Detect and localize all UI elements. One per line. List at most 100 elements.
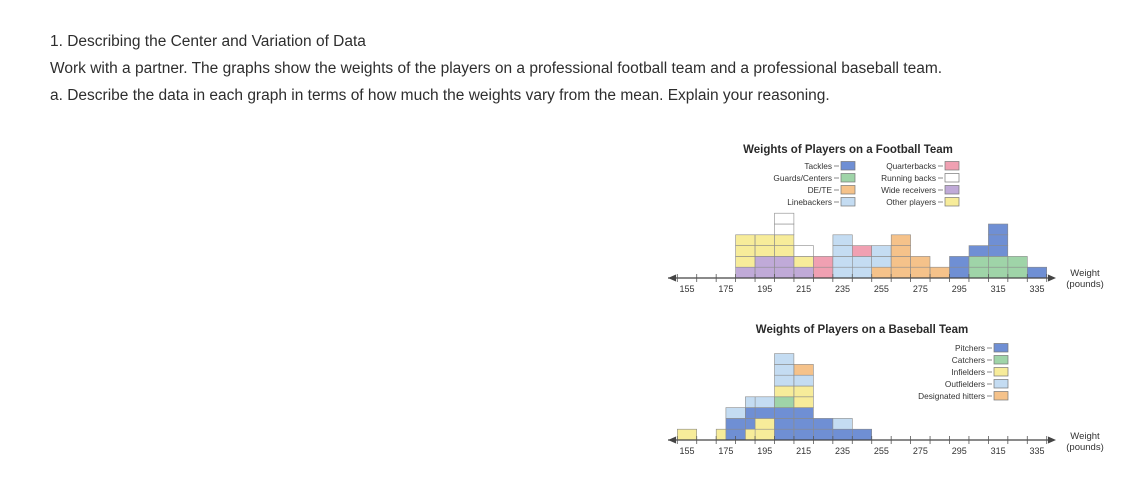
football-mark-215-3-running-backs: [793, 245, 814, 257]
baseball-mark-235-2-outfielders: [832, 418, 853, 430]
football-tick-label-235: 235: [835, 284, 850, 294]
football-mark-205-4-other-players: [774, 234, 795, 246]
baseball-legend: Pitchers Catchers Infielders Outfielders Des…: [918, 343, 1009, 401]
baseball-mark-215-1-pitchers: [793, 428, 814, 441]
baseball-mark-215-5-infielders: [793, 385, 814, 398]
baseball-legend-swatch-designated-hitters: [993, 391, 1009, 401]
baseball-mark-195-2-infielders: [754, 418, 775, 430]
football-mark-195-3-other-players: [754, 245, 775, 257]
baseball-mark-205-2-pitchers: [774, 418, 795, 430]
football-mark-285-1-de-te: [929, 266, 950, 279]
baseball-tick-label-315: 315: [991, 446, 1006, 456]
baseball-tick-label-275: 275: [913, 446, 928, 456]
baseball-tick-label-155: 155: [679, 446, 694, 456]
baseball-mark-215-2-pitchers: [793, 418, 814, 430]
football-legend-label-running-backs: Running backs: [881, 173, 936, 183]
football-tick-label-315: 315: [991, 284, 1006, 294]
football-axis-right-arrow: [1048, 274, 1056, 282]
football-legend-swatch-guards-centers: [840, 173, 856, 183]
football-legend-swatch-tackles: [840, 161, 856, 171]
baseball-mark-205-3-pitchers: [774, 407, 795, 419]
football-legend-label-de-te: DE/TE: [808, 185, 833, 195]
football-mark-205-3-other-players: [774, 245, 795, 257]
baseball-mark-195-3-pitchers: [754, 407, 775, 419]
football-axis-label-line2: (pounds): [1066, 279, 1104, 290]
football-mark-205-2-wide-receivers: [774, 256, 795, 268]
baseball-tick-label-195: 195: [757, 446, 772, 456]
baseball-tick-label-335: 335: [1029, 446, 1044, 456]
football-legend-swatch-de-te: [840, 185, 856, 195]
baseball-mark-195-1-infielders: [754, 428, 775, 441]
football-mark-315-4-tackles: [988, 234, 1009, 246]
football-legend-swatch-quarterbacks: [944, 161, 960, 171]
football-mark-245-3-quarterbacks: [851, 245, 872, 257]
football-mark-305-1-guards-centers: [968, 266, 989, 279]
football-mark-255-3-linebackers: [871, 245, 892, 257]
football-mark-305-2-guards-centers: [968, 256, 989, 268]
football-mark-205-5-running-backs: [774, 223, 795, 236]
football-legend-label-tackles: Tackles: [804, 161, 832, 171]
football-mark-185-1-wide-receivers: [735, 266, 756, 279]
football-dot-plot: Weights of Players on a Football Team Ta…: [668, 144, 1104, 294]
baseball-legend-label-pitchers: Pitchers: [955, 343, 985, 353]
baseball-tick-label-255: 255: [874, 446, 889, 456]
baseball-mark-225-1-pitchers: [813, 428, 834, 441]
football-mark-185-4-other-players: [735, 234, 756, 246]
football-mark-295-2-tackles: [949, 256, 970, 268]
football-mark-305-3-tackles: [968, 245, 989, 257]
baseball-legend-label-catchers: Catchers: [952, 355, 985, 365]
baseball-mark-245-1-pitchers: [851, 428, 872, 441]
football-legend-label-quarterbacks: Quarterbacks: [886, 161, 936, 171]
football-legend-swatch-running-backs: [944, 173, 960, 183]
baseball-mark-195-4-outfielders: [754, 396, 775, 408]
baseball-mark-215-6-outfielders: [793, 374, 814, 387]
baseball-dot-plot: Weights of Players on a Baseball Team Pi…: [668, 324, 1104, 456]
football-mark-205-1-wide-receivers: [774, 266, 795, 279]
baseball-mark-205-6-outfielders: [774, 374, 795, 387]
baseball-axis: 155 175 195 215 235 255 275 295 315 335: [668, 436, 1056, 456]
football-mark-225-2-quarterbacks: [813, 256, 834, 268]
baseball-legend-swatch-outfielders: [993, 379, 1009, 389]
football-tick-label-335: 335: [1029, 284, 1044, 294]
baseball-mark-155-1-infielders: [676, 428, 697, 441]
baseball-mark-215-3-pitchers: [793, 407, 814, 419]
baseball-axis-label-weight: Weight (pounds): [1066, 431, 1104, 453]
baseball-axis-label-line1: Weight: [1070, 431, 1100, 442]
football-tick-label-215: 215: [796, 284, 811, 294]
football-mark-265-1-de-te: [890, 266, 911, 279]
football-mark-255-2-linebackers: [871, 256, 892, 268]
baseball-mark-235-1-pitchers: [832, 428, 853, 441]
football-legend-swatch-linebackers: [840, 197, 856, 207]
football-tick-label-295: 295: [952, 284, 967, 294]
football-mark-265-3-de-te: [890, 245, 911, 257]
football-mark-245-1-linebackers: [851, 266, 872, 279]
baseball-axis-left-arrow: [668, 436, 676, 444]
football-mark-205-6-running-backs: [774, 212, 795, 225]
problem-text: 1. Describing the Center and Variation o…: [50, 28, 1110, 109]
football-tick-label-195: 195: [757, 284, 772, 294]
football-tick-label-275: 275: [913, 284, 928, 294]
baseball-tick-label-215: 215: [796, 446, 811, 456]
football-legend-label-guards-centers: Guards/Centers: [773, 173, 832, 183]
baseball-legend-label-designated-hitters: Designated hitters: [918, 391, 985, 401]
football-mark-335-1-tackles: [1027, 266, 1048, 279]
baseball-tick-label-235: 235: [835, 446, 850, 456]
problem-intro: Work with a partner. The graphs show the…: [50, 60, 943, 77]
football-tick-label-175: 175: [718, 284, 733, 294]
football-mark-315-2-guards-centers: [988, 256, 1009, 268]
baseball-mark-215-7-designated-hitters: [793, 364, 814, 376]
baseball-mark-205-7-outfielders: [774, 364, 795, 376]
football-mark-275-2-de-te: [910, 256, 931, 268]
baseball-legend-label-outfielders: Outfielders: [945, 379, 985, 389]
football-axis: 155 175 195 215 235 255 275 295 315 335: [668, 274, 1056, 294]
football-legend-swatch-other-players: [944, 197, 960, 207]
football-axis-label-weight: Weight (pounds): [1066, 268, 1104, 290]
football-axis-label-line1: Weight: [1070, 268, 1100, 279]
football-mark-215-1-wide-receivers: [793, 266, 814, 279]
football-mark-315-3-tackles: [988, 245, 1009, 257]
football-mark-245-2-linebackers: [851, 256, 872, 268]
football-mark-235-4-linebackers: [832, 234, 853, 246]
football-chart-title: Weights of Players on a Football Team: [743, 144, 953, 156]
football-mark-325-2-guards-centers: [1007, 256, 1028, 268]
